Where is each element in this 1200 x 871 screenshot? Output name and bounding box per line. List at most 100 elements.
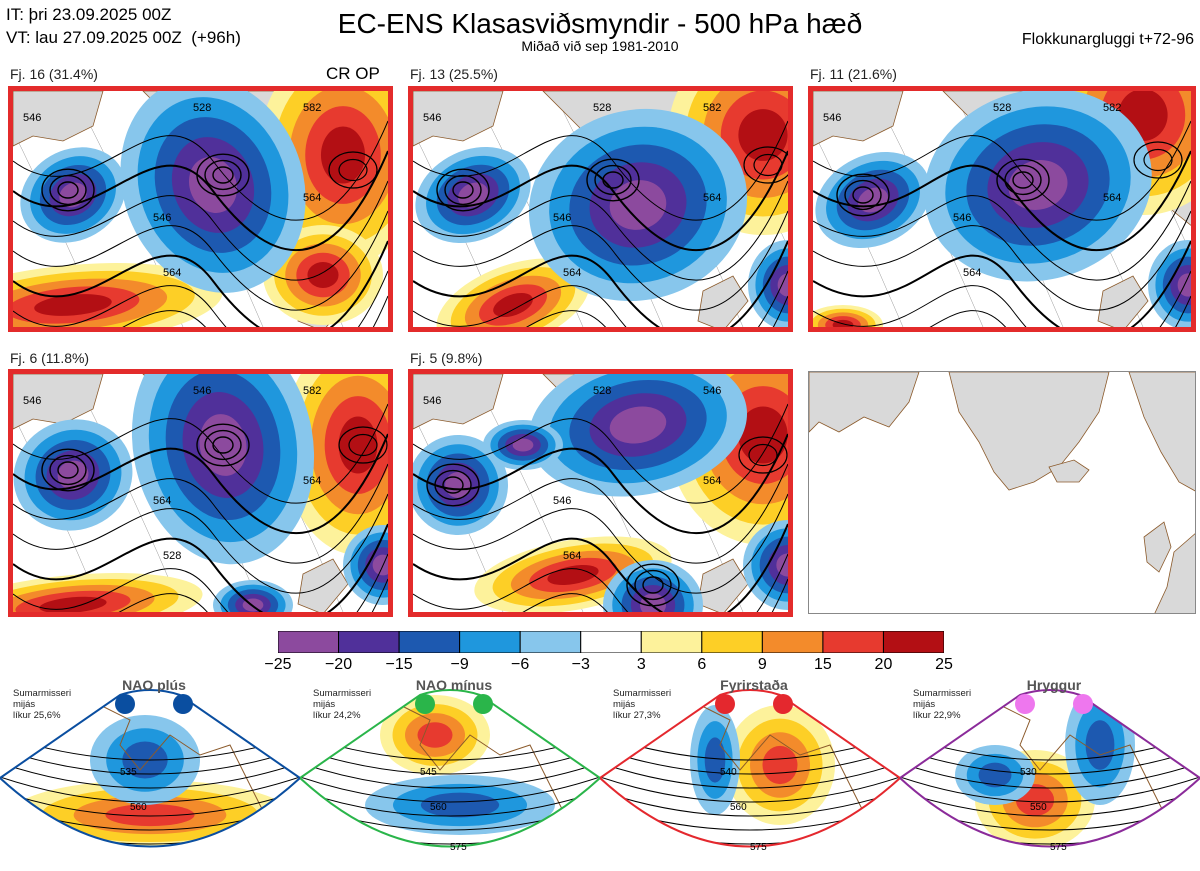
anomaly-area xyxy=(978,762,1012,788)
height-contour xyxy=(813,240,1191,327)
anomaly-area xyxy=(57,460,89,490)
anomaly-area xyxy=(777,273,788,297)
regime-info: Sumarmisseri mijás líkur 22,9% xyxy=(913,688,972,721)
regime-dot xyxy=(1073,694,1093,714)
regime-frame xyxy=(900,689,1200,848)
regime-blocking: 540 560 575 Fyrirstaða Sumarmisseri mijás líku… xyxy=(600,675,900,871)
colorbar-bin xyxy=(640,631,703,653)
low-contour xyxy=(436,168,490,212)
height-contour xyxy=(13,180,388,281)
low-contour xyxy=(452,181,474,199)
anomaly-area xyxy=(417,722,453,748)
anomaly-area xyxy=(704,737,726,783)
high-contour xyxy=(753,153,783,177)
panel-label: Fj. 5 (9.8%) xyxy=(410,350,483,366)
height-contour xyxy=(600,762,900,789)
low-contour xyxy=(196,423,250,467)
contour-label: 528 xyxy=(993,102,1011,114)
canada-land xyxy=(413,374,504,430)
anomaly-area xyxy=(199,414,247,476)
contour-label: 582 xyxy=(1103,102,1121,114)
coastline xyxy=(999,704,1171,847)
high-contour xyxy=(1143,148,1173,172)
height-contour xyxy=(413,403,788,504)
anomaly-area xyxy=(1029,856,1050,864)
height-contour xyxy=(0,748,300,775)
low-contour xyxy=(204,429,242,461)
anomaly-area xyxy=(512,438,534,452)
regime-dot xyxy=(773,694,793,714)
height-contour xyxy=(413,210,788,311)
low-contour xyxy=(634,569,672,601)
height-contour xyxy=(13,210,388,311)
height-contour xyxy=(413,433,788,535)
canada-land xyxy=(813,91,904,147)
low-contour xyxy=(444,174,482,206)
colorbar-bin xyxy=(398,631,461,653)
height-contour xyxy=(0,762,300,789)
regime-frame xyxy=(600,689,900,848)
contour-label: 546 xyxy=(23,112,41,124)
contour-label: 564 xyxy=(563,550,581,562)
colorbar-bin xyxy=(459,631,521,653)
anomaly-area xyxy=(609,406,667,444)
coastline xyxy=(99,704,271,847)
iceland-land xyxy=(1048,459,1090,483)
regime-info: Sumarmisseri mijás líkur 25,6% xyxy=(13,688,72,721)
contour-label: 564 xyxy=(303,475,321,487)
height-contour xyxy=(900,762,1200,789)
colorbar-bin xyxy=(761,631,824,653)
cluster-map-panel: 546 564 528 582 546 564 xyxy=(8,369,393,617)
colorbar-tick-label: −3 xyxy=(571,656,590,673)
anomaly-area xyxy=(738,109,788,161)
cluster-map-panel: 528 546 564 582 546 564 xyxy=(808,86,1196,332)
contour-label: 582 xyxy=(303,102,321,114)
regime-contour-label: 550 xyxy=(1030,802,1047,813)
regime-frame xyxy=(300,689,600,848)
regime-nao-minus: 545 560 575 NAO mínus Sumarmisseri mijás líkur… xyxy=(300,675,600,871)
height-contour xyxy=(813,210,1191,311)
contour-label: 564 xyxy=(963,267,981,279)
colorbar-tick-label: 9 xyxy=(757,656,767,673)
height-contour xyxy=(13,240,388,327)
colorbar-tick-label: 3 xyxy=(636,656,646,673)
panel-label: Fj. 6 (11.8%) xyxy=(10,350,90,366)
height-contour xyxy=(13,270,388,327)
regime-info: Sumarmisseri mijás líkur 24,2% xyxy=(313,688,372,721)
colorbar-bin xyxy=(701,631,763,653)
contour-label: 582 xyxy=(703,102,721,114)
anomaly-area xyxy=(189,157,237,213)
colorbar-bin xyxy=(882,631,944,653)
high-contour xyxy=(748,443,778,467)
height-contour xyxy=(413,523,788,612)
regime-contour-label: 560 xyxy=(130,802,147,813)
high-contour xyxy=(348,433,378,457)
high-contour xyxy=(338,158,368,182)
contour-label: 582 xyxy=(303,385,321,397)
low-contour xyxy=(996,158,1050,202)
contour-label: 546 xyxy=(703,385,721,397)
low-contour xyxy=(49,454,87,486)
high-contour xyxy=(328,151,378,189)
colorbar-tick-label: 20 xyxy=(874,656,893,673)
coastline xyxy=(399,704,571,847)
page-title: EC-ENS Klasasviðsmyndir - 500 hPa hæð xyxy=(337,8,863,39)
height-contour xyxy=(900,748,1200,775)
height-contour xyxy=(0,776,300,803)
colorbar-tick-label: 6 xyxy=(697,656,707,673)
panel-label: Fj. 13 (25.5%) xyxy=(410,66,498,82)
anomaly-area xyxy=(776,553,788,577)
low-contour xyxy=(212,166,234,184)
regime-dot xyxy=(1015,694,1035,714)
low-contour xyxy=(41,448,95,492)
low-contour xyxy=(1012,171,1034,189)
anomaly-area xyxy=(320,126,366,184)
contour-label: 528 xyxy=(593,102,611,114)
contour-label: 564 xyxy=(303,192,321,204)
colorbar-tick-label: −6 xyxy=(511,656,530,673)
contour-label: 546 xyxy=(823,112,841,124)
regime-contour-label: 575 xyxy=(750,842,767,853)
height-contour xyxy=(13,493,388,594)
low-contour xyxy=(49,174,87,206)
empty-map-panel xyxy=(808,371,1196,614)
